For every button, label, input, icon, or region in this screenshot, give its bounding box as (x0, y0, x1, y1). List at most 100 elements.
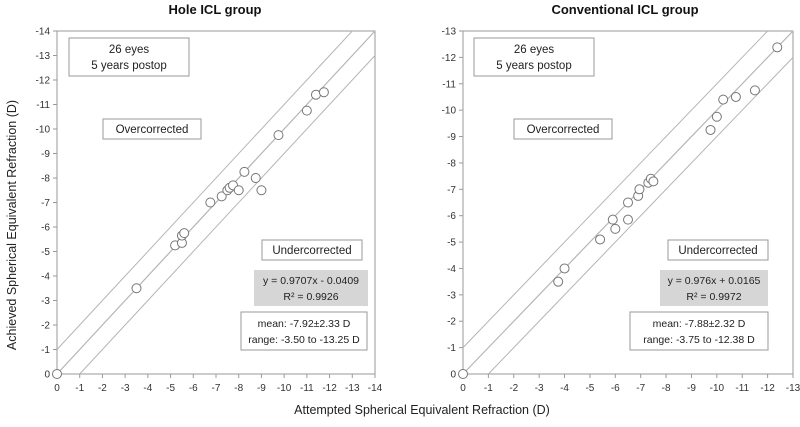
y-tick-label: -6 (447, 211, 456, 222)
y-tick-label: -5 (447, 238, 456, 249)
data-point (301, 105, 312, 116)
y-tick-label: -7 (447, 185, 456, 196)
y-tick-label: -8 (41, 174, 50, 185)
x-tick-label: -14 (368, 383, 383, 394)
y-tick-label: -10 (36, 125, 51, 136)
undercorrected-text: Undercorrected (678, 245, 757, 257)
data-point (216, 191, 227, 202)
y-tick-label: -11 (36, 100, 50, 111)
y-tick-label: -1 (41, 345, 50, 356)
data-point (239, 166, 250, 177)
y-tick-label: -8 (447, 158, 456, 169)
range-text: range: -3.75 to -12.38 D (643, 334, 755, 346)
x-tick-label: -7 (636, 383, 645, 394)
overcorrected-text: Overcorrected (116, 124, 189, 136)
mean-text: mean: -7.88±2.32 D (653, 318, 746, 330)
overcorrected-label: Overcorrected (102, 118, 202, 140)
data-point (250, 173, 261, 183)
x-tick-label: -12 (760, 383, 775, 394)
y-axis-label: Achieved Spherical Equivalent Refraction… (5, 100, 19, 350)
y-tick-label: -7 (41, 198, 50, 209)
y-tick-label: -11 (442, 79, 456, 90)
data-point (607, 214, 618, 225)
x-tick-label: -13 (786, 383, 800, 394)
hole-icl-panel: Hole ICL group 0 -1 -2 -3 -4 -5 -6 -7 -8 -9 -10 -11… (36, 2, 383, 394)
count-box: 26 eyes 5 years postop (473, 37, 595, 77)
y-tick-label: -6 (41, 223, 50, 234)
upper-limit-line (462, 30, 768, 348)
data-point (205, 197, 216, 208)
x-tick-label: -2 (98, 383, 107, 394)
y-tick-label: 0 (450, 370, 456, 381)
r-squared: R² = 0.9972 (686, 291, 741, 303)
regression-equation: y = 0.976x + 0.0165 (668, 275, 761, 287)
count-box: 26 eyes 5 years postop (68, 37, 190, 77)
x-tick-label: -7 (212, 383, 221, 394)
overcorrected-text: Overcorrected (527, 124, 600, 136)
r-squared: R² = 0.9926 (283, 291, 338, 303)
x-tick-label: -6 (189, 383, 198, 394)
data-point (610, 223, 621, 234)
data-point (730, 91, 741, 102)
y-tick-label: -10 (442, 106, 457, 117)
upper-limit-line (56, 30, 353, 350)
stats-box: mean: -7.88±2.32 D range: -3.75 to -12.3… (629, 311, 769, 351)
y-tick-label: -12 (442, 53, 457, 64)
y-tick-label: -3 (447, 290, 456, 301)
data-point (634, 184, 645, 195)
data-point (233, 185, 244, 196)
undercorrected-text: Undercorrected (272, 245, 351, 257)
y-tick-label: -13 (36, 51, 51, 62)
undercorrected-label: Undercorrected (261, 239, 363, 261)
x-tick-label: -4 (560, 383, 569, 394)
x-tick-label: -10 (277, 383, 292, 394)
x-axis-label: Attempted Spherical Equivalent Refractio… (294, 403, 550, 417)
x-tick-label: -4 (143, 383, 152, 394)
x-tick-label: -5 (166, 383, 175, 394)
panel-title: Hole ICL group (169, 2, 262, 17)
x-tick-label: -11 (300, 383, 314, 394)
x-tick-label: -12 (322, 383, 337, 394)
x-tick-label: -13 (345, 383, 360, 394)
x-tick-label: -1 (484, 383, 493, 394)
range-text: range: -3.50 to -13.25 D (248, 334, 360, 346)
x-tick-label: -10 (710, 383, 725, 394)
regression-equation: y = 0.9707x - 0.0409 (263, 275, 359, 287)
y-tick-label: -5 (41, 247, 50, 258)
y-tick-label: -9 (447, 132, 456, 143)
x-tick-label: -9 (257, 383, 266, 394)
y-tick-label: -3 (41, 296, 50, 307)
data-point (623, 197, 633, 208)
data-point (179, 228, 190, 239)
regression-box: y = 0.9707x - 0.0409 R² = 0.9926 (254, 270, 368, 306)
data-point (623, 214, 633, 225)
data-point (273, 130, 284, 141)
count-line-2: 5 years postop (496, 60, 571, 72)
data-point (595, 234, 606, 245)
x-tick-label: -6 (611, 383, 620, 394)
data-point (559, 263, 570, 274)
lower-limit-line (488, 57, 794, 375)
x-tick-label: -5 (585, 383, 594, 394)
x-tick-label: -8 (662, 383, 671, 394)
x-tick-label: -3 (121, 383, 130, 394)
y-tick-label: -4 (41, 272, 50, 283)
data-point (553, 276, 564, 287)
overcorrected-label: Overcorrected (513, 118, 613, 140)
lower-limit-line (79, 55, 376, 375)
data-point (458, 369, 468, 379)
count-line-1: 26 eyes (514, 44, 555, 56)
y-tick-label: -12 (36, 76, 51, 87)
y-tick-label: -2 (41, 321, 50, 332)
stats-box: mean: -7.92±2.33 D range: -3.50 to -13.2… (240, 311, 368, 351)
panel-title: Conventional ICL group (551, 2, 698, 17)
x-tick-label: -8 (234, 383, 243, 394)
data-point (711, 111, 722, 122)
y-tick-label: -4 (447, 264, 456, 275)
x-tick-label: 0 (54, 383, 60, 394)
y-tick-label: 0 (44, 370, 50, 381)
x-tick-label: -9 (687, 383, 696, 394)
y-tick-label: -1 (447, 343, 456, 354)
data-point (318, 87, 329, 98)
